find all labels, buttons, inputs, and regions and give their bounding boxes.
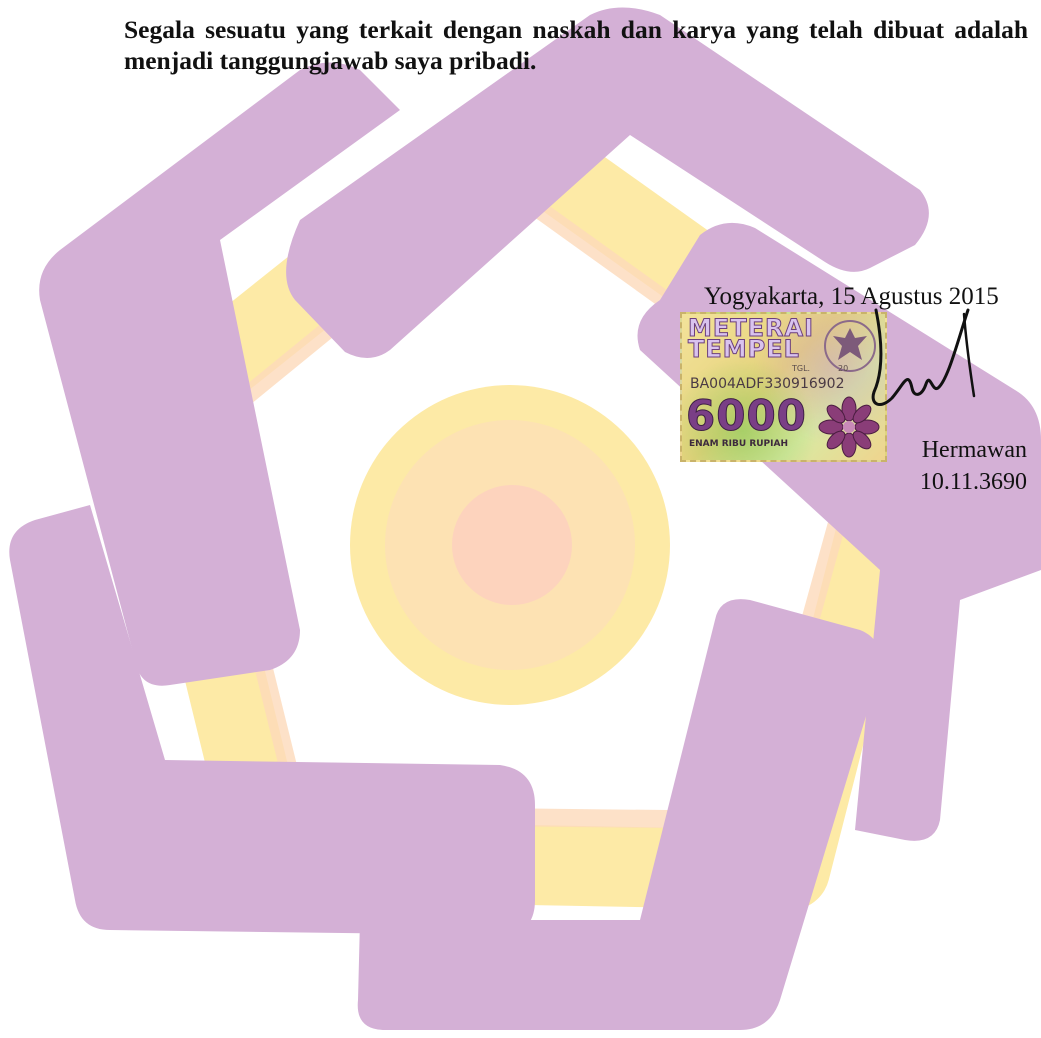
stamp-tgl-label: TGL. (792, 364, 811, 373)
place-date: Yogyakarta, 15 Agustus 2015 (704, 283, 999, 310)
signer-id: 10.11.3690 (919, 469, 1027, 495)
statement-text: Segala sesuatu yang terkait dengan naska… (124, 15, 1028, 75)
stamp-title: METERAI TEMPEL (688, 314, 815, 363)
stamp-value-words: ENAM RIBU RUPIAH (689, 439, 788, 449)
stamp-year-prefix: 20 (838, 364, 849, 373)
signer-name: Hermawan (921, 437, 1027, 463)
stamp-serial: BA004ADF330916902 (690, 376, 845, 392)
flower-ornament-icon (818, 396, 880, 458)
revenue-stamp: METERAI TEMPEL TGL. 20 BA004ADF330916902… (680, 312, 887, 462)
handwritten-signature (871, 308, 976, 407)
stamp-value: 6000 (686, 391, 807, 440)
garuda-emblem-icon (824, 320, 876, 372)
